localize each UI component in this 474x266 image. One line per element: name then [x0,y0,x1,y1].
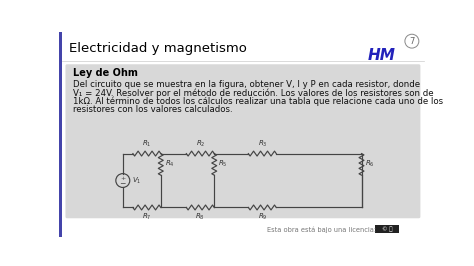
Text: V₁ = 24V. Resolver por el método de reducción. Los valores de los resistores son: V₁ = 24V. Resolver por el método de redu… [73,89,434,98]
FancyBboxPatch shape [59,32,63,237]
Text: Ley de Ohm: Ley de Ohm [73,69,138,78]
FancyBboxPatch shape [65,64,420,218]
Text: 1kΩ. Al término de todos los cálculos realizar una tabla que relacione cada uno : 1kΩ. Al término de todos los cálculos re… [73,97,443,106]
Text: HM: HM [368,48,396,63]
Text: 7: 7 [409,37,415,46]
Text: +: + [120,176,126,181]
Text: Del circuito que se muestra en la figura, obtener V, I y P en cada resistor, don: Del circuito que se muestra en la figura… [73,80,420,89]
Text: $R_2$: $R_2$ [196,139,205,149]
Text: Electricidad y magnetismo: Electricidad y magnetismo [69,42,246,55]
Text: $R_5$: $R_5$ [218,159,228,169]
Text: $V_1$: $V_1$ [132,176,142,186]
Text: −: − [119,179,126,188]
Text: $R_8$: $R_8$ [195,212,205,222]
Text: $R_4$: $R_4$ [164,159,174,169]
Text: $R_9$: $R_9$ [257,212,267,222]
Text: $R_3$: $R_3$ [257,139,267,149]
Text: Esta obra está bajo una licencia:: Esta obra está bajo una licencia: [267,227,376,233]
Text: resistores con los valores calculados.: resistores con los valores calculados. [73,105,233,114]
Text: $R_1$: $R_1$ [142,139,152,149]
Text: © ⓘ: © ⓘ [382,226,392,232]
Text: $R_6$: $R_6$ [365,159,375,169]
FancyBboxPatch shape [375,225,399,233]
Text: $R_7$: $R_7$ [142,212,152,222]
